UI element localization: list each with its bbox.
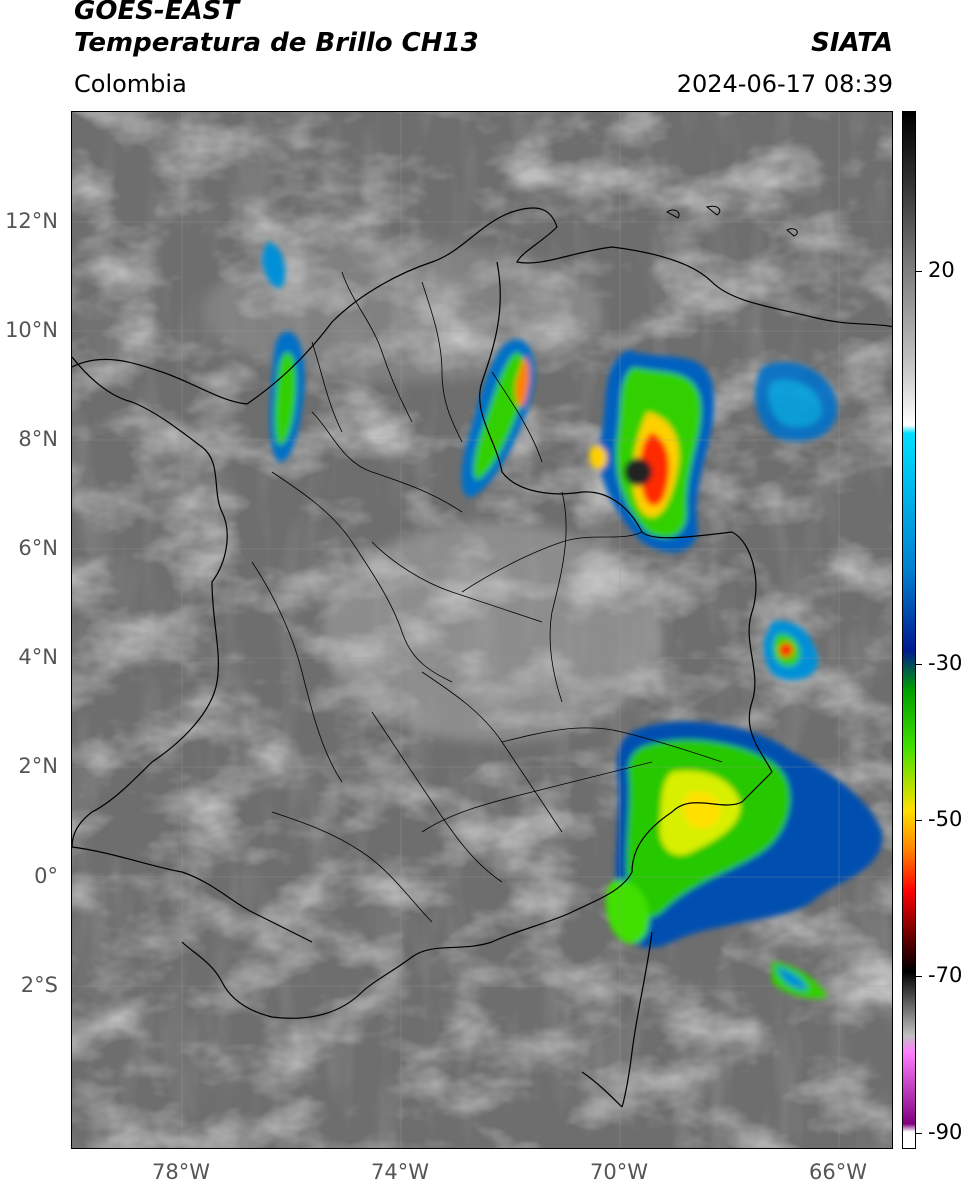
bright-cloud-band-north [202,242,602,382]
islands [666,205,798,237]
lat-tick-8N: 8°N [18,427,58,451]
lat-tick-6N: 6°N [18,536,58,560]
colorbar-label-minus30: -30 [928,651,963,675]
lat-tick-0: 0° [34,864,58,888]
colorbar-label-20: 20 [928,258,955,282]
colorbar-label-minus70: -70 [928,963,963,987]
department-borders [251,271,723,923]
map-canvas [72,112,892,1148]
colorbar-label-minus90: -90 [928,1120,963,1144]
colorbar-label-minus50: -50 [928,807,963,831]
agency-label: SIATA [811,28,893,58]
product-title: Temperatura de Brillo CH13 [74,28,479,58]
satellite-title: GOES-EAST [74,0,240,26]
lon-tick-74W: 74°W [371,1160,429,1184]
convective-cell-amazon-south [772,962,827,999]
lat-tick-2N: 2°N [18,754,58,778]
timestamp-label: 2024-06-17 08:39 [676,70,893,98]
country-borders [72,207,892,1108]
convective-cell-western [262,242,305,462]
graticule [72,112,892,1148]
convective-cell-magdalena [461,339,535,498]
bright-cloud-band [322,522,662,742]
satellite-map[interactable] [71,111,893,1149]
colorbar-tickmark [916,820,922,821]
colorbar-tickmark [916,271,922,272]
lat-tick-12N: 12°N [5,209,58,233]
colorbar-tickmark [916,664,922,665]
colorbar-tickmark [916,976,922,977]
region-label: Colombia [74,70,187,98]
lat-tick-2S: 2°S [20,973,58,997]
convective-cell-northeast [754,361,838,442]
lat-tick-4N: 4°N [18,645,58,669]
lon-tick-70W: 70°W [590,1160,648,1184]
convective-cell-south-east [605,721,883,948]
lon-tick-66W: 66°W [809,1160,867,1184]
convective-cell-vaupes [763,620,818,681]
colorbar-tickmark [916,1133,922,1134]
convective-cell-catatumbo [589,350,715,553]
lon-tick-78W: 78°W [152,1160,210,1184]
colorbar [902,111,916,1149]
lat-tick-10N: 10°N [5,318,58,342]
